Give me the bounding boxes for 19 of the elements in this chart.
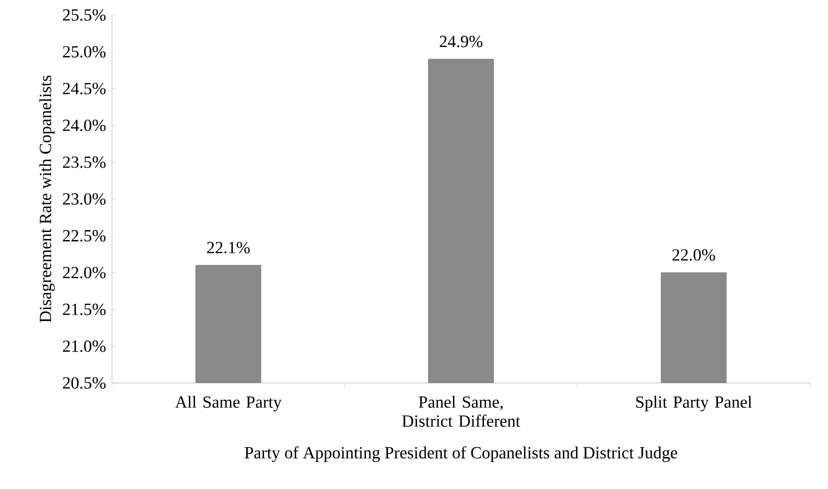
x-tick-label: All Same Party [175,396,282,412]
y-tick-label: 21.5% [62,304,106,316]
y-tick-label: 23.0% [62,193,106,205]
y-tick-label: 22.5% [62,230,106,242]
data-label: 24.9% [440,36,482,48]
y-tick-label: 23.5% [62,156,106,168]
data-label: 22.1% [207,242,250,254]
y-tick-label: 22.0% [62,266,106,278]
y-tick-label: 21.0% [62,340,106,352]
y-tick-label: 25.5% [62,9,106,21]
data-label: 22.0% [672,249,716,261]
y-tick-label: 24.0% [62,120,106,132]
y-tick-label: 25.0% [62,46,106,58]
y-tick-label: 24.5% [62,82,106,94]
y-axis-title: Disagreement Rate with Copanelists [39,76,55,322]
x-tick-label: Panel Same, District Different [402,396,520,427]
x-tick-label: Split Party Panel [636,396,752,412]
y-tick-label: 20.5% [62,377,106,389]
x-axis-title: Party of Appointing President of Copanelists and District Judge [244,446,678,462]
